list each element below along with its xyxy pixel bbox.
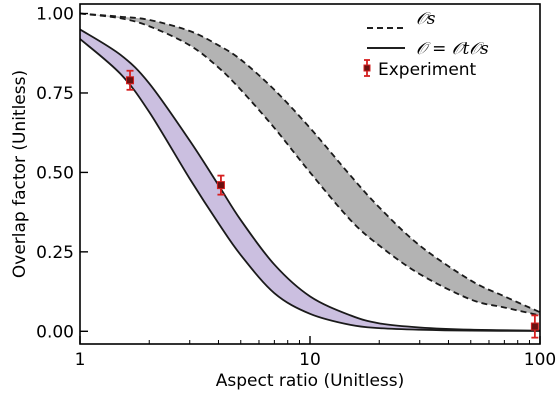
legend-marker-square — [363, 64, 371, 72]
legend: 𝒪s 𝒪 = 𝒪t𝒪s Experiment — [363, 9, 489, 80]
band-os-lower-line — [80, 12, 540, 317]
experiment-marker — [126, 76, 135, 85]
experiment-marker — [216, 181, 225, 190]
band-o-lower-line — [80, 38, 540, 332]
experiment-layer — [126, 69, 539, 339]
experiment-point — [530, 314, 539, 339]
legend-label-experiment: Experiment — [378, 60, 477, 80]
x-tick-label: 10 — [299, 350, 321, 370]
experiment-point — [126, 69, 135, 91]
bands-layer — [80, 12, 540, 332]
y-tick-label: 1.00 — [36, 5, 74, 25]
legend-label-os: 𝒪s — [416, 9, 436, 29]
band-os-fill — [80, 13, 540, 316]
band-os-upper-line — [80, 12, 540, 314]
x-tick-label: 100 — [524, 350, 556, 370]
legend-label-o: 𝒪 = 𝒪t𝒪s — [416, 39, 489, 59]
experiment-point — [216, 174, 225, 196]
y-axis-label: Overlap factor (Unitless) — [10, 70, 30, 278]
ticks-layer: 1 10 100 0.00 0.25 0.50 0.75 1.00 — [36, 5, 556, 370]
y-tick-label: 0.75 — [36, 84, 74, 104]
y-tick-label: 0.00 — [36, 322, 74, 342]
y-tick-label: 0.25 — [36, 243, 74, 263]
band-o-upper-line — [80, 28, 540, 332]
experiment-marker — [530, 322, 539, 331]
x-axis-label: Aspect ratio (Unitless) — [216, 371, 405, 391]
y-tick-label: 0.50 — [36, 163, 74, 183]
x-tick-label: 1 — [75, 350, 86, 370]
